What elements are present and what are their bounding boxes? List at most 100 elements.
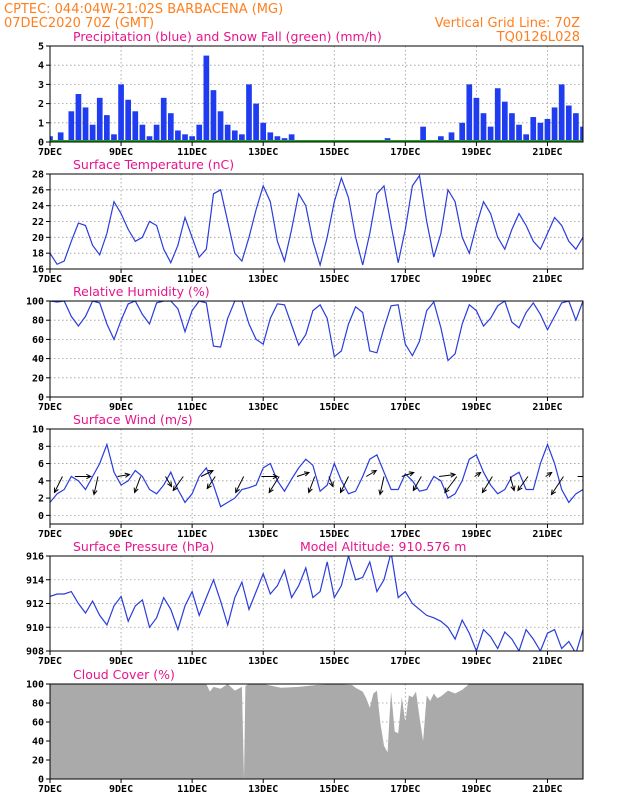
x-tick-label: 21DEC xyxy=(532,402,562,413)
wind-arrow xyxy=(551,476,564,495)
x-tick-label: 13DEC xyxy=(248,656,278,667)
panel-frame xyxy=(49,683,584,780)
x-tick-label: 17DEC xyxy=(390,274,420,285)
wind-arrow xyxy=(268,476,280,493)
x-tick-label: 11DEC xyxy=(177,274,207,285)
grid-note-header: Vertical Grid Line: 70Z xyxy=(435,16,580,31)
precip-bar xyxy=(160,97,167,142)
panel-title-pressure: Surface Pressure (hPa) xyxy=(73,539,214,554)
wind-arrow-head xyxy=(303,471,311,477)
precip-bar xyxy=(104,115,110,142)
x-tick-label: 7DEC xyxy=(38,147,62,158)
y-tick-label: 80 xyxy=(32,316,44,327)
wind-arrow xyxy=(545,472,552,477)
wind-arrow xyxy=(206,476,216,489)
y-tick-label: 20 xyxy=(32,233,44,244)
y-tick-label: 4 xyxy=(38,476,44,487)
wind-arrow-head xyxy=(307,487,313,494)
precip-bar xyxy=(253,103,259,142)
y-tick-label: 40 xyxy=(32,737,44,748)
model-altitude-label: Model Altitude: 910.576 m xyxy=(300,539,466,554)
wind-arrow xyxy=(200,470,214,477)
x-tick-label: 7DEC xyxy=(38,784,62,795)
x-tick-label: 21DEC xyxy=(532,147,562,158)
x-tick-label: 13DEC xyxy=(248,402,278,413)
panel-title-rh: Relative Humidity (%) xyxy=(73,284,210,299)
x-tick-label: 7DEC xyxy=(38,529,62,540)
x-tick-label: 15DEC xyxy=(319,784,349,795)
precip-bar xyxy=(210,90,217,142)
x-tick-label: 13DEC xyxy=(248,147,278,158)
wind-arrow xyxy=(481,476,493,493)
panel-rh: Relative Humidity (%) 0 20 40 60 80 100 7DEC 9DE… xyxy=(26,284,584,413)
y-tick-label: 28 xyxy=(32,170,44,181)
x-tick-label: 19DEC xyxy=(461,402,491,413)
y-tick-label: 914 xyxy=(26,575,44,586)
wind-arrow xyxy=(53,476,63,493)
precip-bar xyxy=(189,136,195,142)
precip-bar xyxy=(125,99,132,142)
wind-arrow-head xyxy=(208,469,215,475)
panel-title-wind: Surface Wind (m/s) xyxy=(73,412,193,427)
x-tick-label: 21DEC xyxy=(532,274,562,285)
wind-arrow xyxy=(117,474,130,477)
x-tick-label: 19DEC xyxy=(461,147,491,158)
precip-bar xyxy=(551,107,558,142)
precip-bar xyxy=(146,136,153,142)
wind-arrow xyxy=(379,476,385,495)
precip-bar xyxy=(239,134,245,142)
y-tick-label: 40 xyxy=(32,354,44,365)
y-tick-label: 5 xyxy=(38,42,44,53)
y-tick-label: 0 xyxy=(38,138,44,149)
wind-arrow xyxy=(328,476,334,487)
precip-bar xyxy=(96,97,103,142)
wind-arrow xyxy=(296,472,310,477)
y-tick-label: 908 xyxy=(26,647,44,658)
wind-arrow xyxy=(134,476,142,493)
precip-bar xyxy=(246,84,252,142)
wind-arrow-head xyxy=(582,474,583,479)
wind-arrow-head xyxy=(133,487,139,494)
y-tick-label: 100 xyxy=(26,297,44,308)
y-tick-label: 60 xyxy=(32,335,44,346)
x-tick-label: 7DEC xyxy=(38,402,62,413)
y-tick-label: 3 xyxy=(38,80,44,91)
plot-area xyxy=(50,442,583,508)
y-tick-label: 1 xyxy=(38,118,44,129)
y-tick-label: 8 xyxy=(38,442,44,453)
precip-bar xyxy=(544,118,551,142)
y-tick-label: 24 xyxy=(32,201,44,212)
x-tick-label: 21DEC xyxy=(532,656,562,667)
panel-temp: Surface Temperature (nC) 16 18 20 22 24 26 28 7D… xyxy=(32,157,584,285)
y-tick-label: 4 xyxy=(38,61,44,72)
wind-arrow xyxy=(365,470,377,477)
y-tick-label: 10 xyxy=(32,425,44,436)
wind-arrow-head xyxy=(444,487,450,494)
y-tick-label: 20 xyxy=(32,373,44,384)
wind-arrow-head xyxy=(86,473,93,480)
x-tick-label: 15DEC xyxy=(319,274,349,285)
wind-arrow-head xyxy=(450,472,457,478)
y-tick-label: 2 xyxy=(38,99,44,110)
x-tick-label: 17DEC xyxy=(390,656,420,667)
y-tick-label: 0 xyxy=(38,775,44,786)
wind-arrow-head xyxy=(53,487,59,494)
wind-arrow-head xyxy=(550,489,557,496)
wind-arrow-head xyxy=(378,489,384,496)
temp-line xyxy=(50,174,583,268)
precip-bar xyxy=(573,113,579,142)
precip-bar xyxy=(487,126,494,142)
y-tick-label: 60 xyxy=(32,718,44,729)
panel-cloud: Cloud Cover (%) 0 20 40 60 80 100 7DEC 9DEC 11DEC… xyxy=(26,667,584,795)
precip-bar xyxy=(420,126,426,142)
wind-arrow-head xyxy=(124,472,131,478)
wind-arrow xyxy=(401,472,414,477)
x-tick-label: 11DEC xyxy=(177,147,207,158)
y-tick-label: 100 xyxy=(26,680,44,691)
y-tick-label: 26 xyxy=(32,185,44,196)
precip-bar xyxy=(459,122,466,142)
panel-title-cloud: Cloud Cover (%) xyxy=(73,667,175,682)
panel-frame xyxy=(49,173,584,270)
plot-area xyxy=(50,174,583,268)
precip-bar xyxy=(466,84,473,142)
